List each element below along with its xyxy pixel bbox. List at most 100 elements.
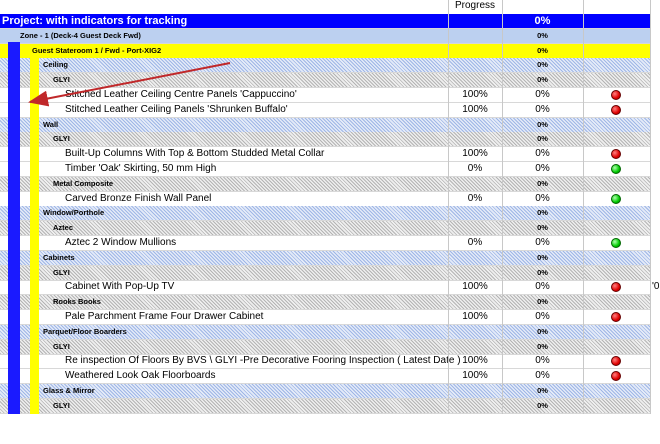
task-name: GLYI xyxy=(53,267,70,277)
task-name: Guest Stateroom 1 / Fwd - Port-XIG2 xyxy=(32,45,162,55)
progress-value: 100% xyxy=(462,148,488,160)
task-name: Zone - 1 (Deck-4 Guest Deck Fwd) xyxy=(20,30,141,40)
task-name: Project: with indicators for tracking xyxy=(2,15,188,27)
task-name: GLYI xyxy=(53,400,70,410)
task-name: Glass & Mirror xyxy=(43,386,95,395)
progress-header: Progress xyxy=(454,0,495,11)
task-name: Re inspection Of Floors By BVS \ GLYI -P… xyxy=(65,355,461,367)
task-name: Metal Composite xyxy=(53,178,114,188)
task-row: Wall 0% xyxy=(0,117,650,133)
complete-value: 0% xyxy=(537,326,548,336)
complete-value: 0% xyxy=(537,178,548,188)
complete-value: 0% xyxy=(535,281,550,293)
task-name: Parquet/Floor Boarders xyxy=(43,326,127,336)
outline-bar xyxy=(30,57,39,414)
complete-value: 0% xyxy=(537,60,548,70)
task-name: Timber 'Oak' Skirting, 50 mm High xyxy=(65,163,217,174)
task-row: Ceiling 0% xyxy=(0,58,650,74)
column-divider xyxy=(448,0,449,414)
task-name: Window/Porthole xyxy=(43,208,105,218)
status-indicator xyxy=(611,193,621,204)
complete-value: 0% xyxy=(537,386,548,395)
progress-value: 0% xyxy=(467,237,483,248)
status-indicator xyxy=(611,356,621,367)
task-row: Glass & Mirror 0% xyxy=(0,384,650,399)
task-name: Wall xyxy=(43,119,59,129)
task-row: GLYI 0% xyxy=(0,265,650,281)
task-row: Aztec 2 Window Mullions 0% 0% xyxy=(0,236,650,251)
task-row: GLYI 0% xyxy=(0,339,650,355)
task-row: Window/Porthole 0% xyxy=(0,206,650,222)
extra-value: '0 xyxy=(652,281,660,293)
task-name: Rooks Books xyxy=(53,297,101,307)
task-name: Ceiling xyxy=(43,60,69,70)
status-indicator xyxy=(611,90,621,100)
complete-value: 0% xyxy=(537,341,548,351)
status-indicator xyxy=(611,104,621,115)
complete-value: 0% xyxy=(535,163,550,174)
complete-value: 0% xyxy=(534,15,551,27)
task-row: Re inspection Of Floors By BVS \ GLYI -P… xyxy=(0,354,650,370)
task-row: Stitched Leather Ceiling Panels 'Shrunke… xyxy=(0,103,650,118)
progress-value: 0% xyxy=(467,192,483,204)
status-indicator xyxy=(611,282,621,293)
task-row: Parquet/Floor Boarders 0% xyxy=(0,324,650,340)
task-row: Guest Stateroom 1 / Fwd - Port-XIG2 0% xyxy=(0,43,650,59)
complete-value: 0% xyxy=(535,103,550,115)
complete-value: 0% xyxy=(537,119,548,129)
task-name: Aztec 2 Window Mullions xyxy=(65,237,177,248)
task-row: Cabinet With Pop-Up TV 100% 0% '0 xyxy=(0,280,659,296)
task-row: Stitched Leather Ceiling Centre Panels '… xyxy=(0,88,650,103)
status-indicator xyxy=(611,149,621,160)
task-name: Stitched Leather Ceiling Centre Panels '… xyxy=(65,89,297,100)
task-row: Aztec 0% xyxy=(0,221,650,237)
complete-value: 0% xyxy=(535,355,550,367)
progress-value: 100% xyxy=(462,355,488,367)
status-indicator xyxy=(611,164,621,174)
complete-value: 0% xyxy=(535,370,550,382)
task-name: Aztec xyxy=(53,223,74,233)
task-row: Project: with indicators for tracking 0% xyxy=(0,14,650,29)
complete-value: 0% xyxy=(535,148,550,160)
task-name: Pale Parchment Frame Four Drawer Cabinet xyxy=(65,311,264,322)
progress-value: 0% xyxy=(467,163,483,174)
column-divider xyxy=(583,0,584,414)
status-indicator xyxy=(611,371,621,382)
complete-value: 0% xyxy=(537,297,548,307)
task-row: Rooks Books 0% xyxy=(0,295,650,311)
outline-bar xyxy=(8,42,20,414)
complete-value: 0% xyxy=(537,134,548,144)
task-name: Cabinets xyxy=(43,252,75,262)
complete-value: 0% xyxy=(537,267,548,277)
complete-value: 0% xyxy=(537,30,548,40)
task-row: Pale Parchment Frame Four Drawer Cabinet… xyxy=(0,310,650,325)
task-row: Built-Up Columns With Top & Bottom Studd… xyxy=(0,147,650,163)
task-row: Carved Bronze Finish Wall Panel 0% 0% xyxy=(0,192,650,207)
task-name: GLYI xyxy=(53,75,70,85)
task-name: Built-Up Columns With Top & Bottom Studd… xyxy=(65,148,325,160)
complete-value: 0% xyxy=(537,45,548,55)
task-name: GLYI xyxy=(53,341,70,351)
complete-value: 0% xyxy=(535,192,550,204)
task-name: Weathered Look Oak Floorboards xyxy=(65,370,216,382)
column-divider xyxy=(502,0,503,414)
complete-value: 0% xyxy=(535,89,550,100)
task-row: Weathered Look Oak Floorboards 100% 0% xyxy=(0,369,650,385)
progress-value: 100% xyxy=(462,89,488,100)
task-row: Cabinets 0% xyxy=(0,250,650,266)
task-row: Timber 'Oak' Skirting, 50 mm High 0% 0% xyxy=(0,162,650,177)
complete-value: 0% xyxy=(535,237,550,248)
progress-value: 100% xyxy=(462,281,488,293)
task-name: Cabinet With Pop-Up TV xyxy=(65,281,175,293)
task-row: Zone - 1 (Deck-4 Guest Deck Fwd) 0% xyxy=(0,28,650,44)
column-divider xyxy=(650,0,651,414)
task-row: Metal Composite 0% xyxy=(0,176,650,192)
progress-value: 100% xyxy=(462,311,488,322)
task-row: GLYI 0% xyxy=(0,398,650,414)
complete-value: 0% xyxy=(537,223,548,233)
task-name: GLYI xyxy=(53,134,70,144)
complete-value: 0% xyxy=(537,252,548,262)
progress-value: 100% xyxy=(462,103,488,115)
status-indicator xyxy=(611,238,621,248)
